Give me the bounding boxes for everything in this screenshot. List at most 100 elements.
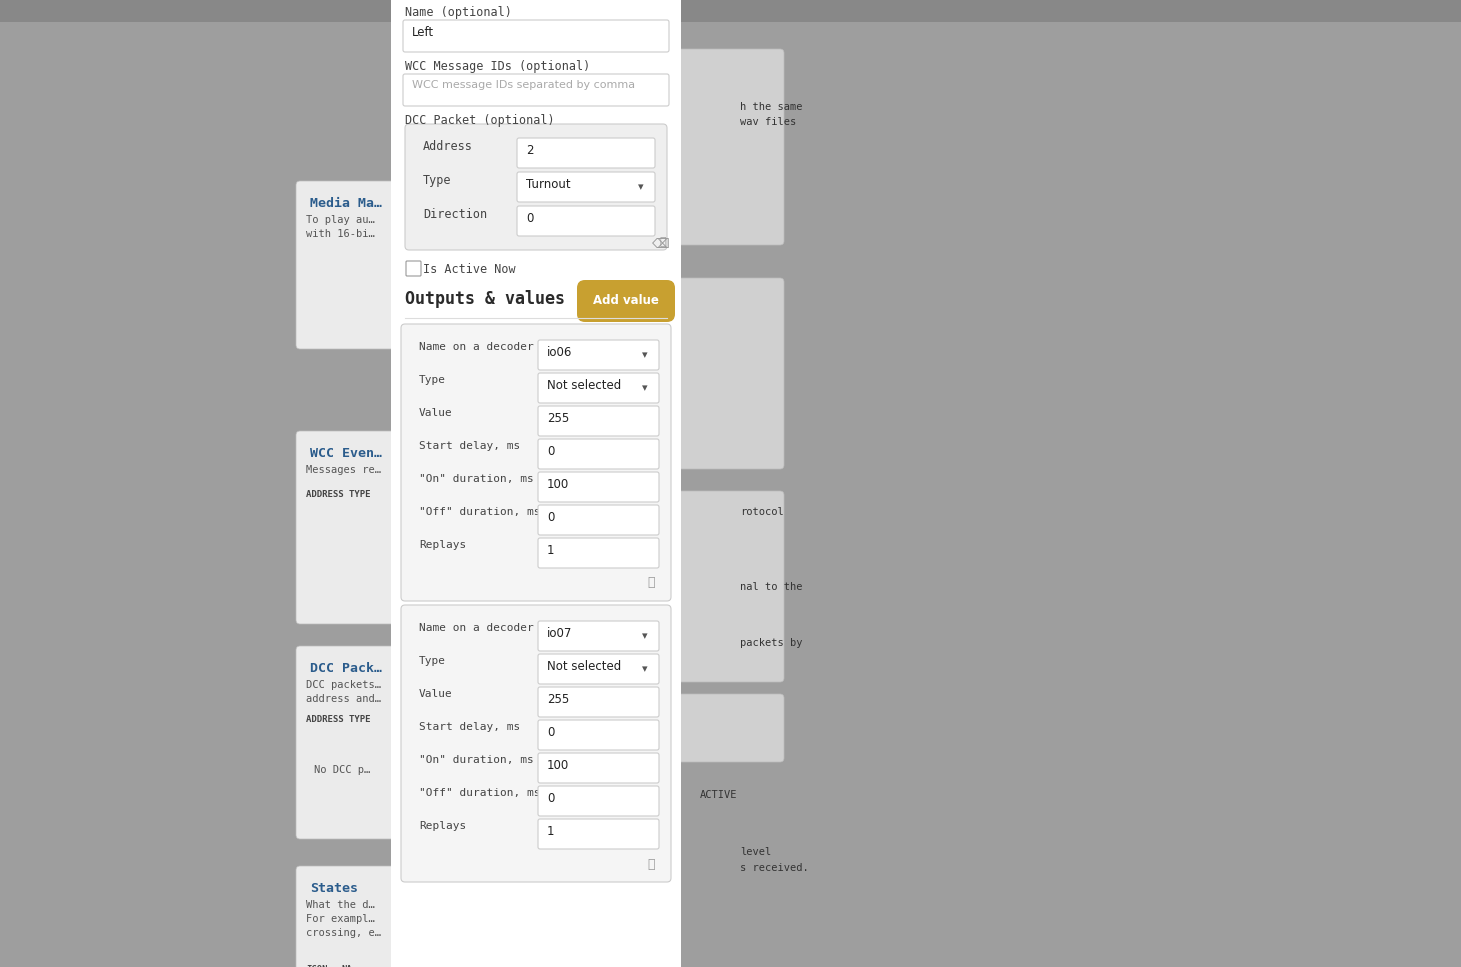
Text: io06: io06 <box>546 346 573 359</box>
Text: 2: 2 <box>526 144 533 157</box>
FancyBboxPatch shape <box>538 472 659 502</box>
Text: rotocol: rotocol <box>741 507 783 517</box>
FancyBboxPatch shape <box>538 819 659 849</box>
FancyBboxPatch shape <box>666 491 785 682</box>
FancyBboxPatch shape <box>538 538 659 568</box>
Text: 100: 100 <box>546 478 570 491</box>
Text: wav files: wav files <box>741 117 796 127</box>
FancyBboxPatch shape <box>405 124 668 250</box>
Text: 0: 0 <box>546 445 554 458</box>
Text: Direction: Direction <box>424 208 487 221</box>
FancyBboxPatch shape <box>297 866 476 967</box>
FancyBboxPatch shape <box>538 654 659 684</box>
Text: Not selected: Not selected <box>546 660 621 673</box>
FancyBboxPatch shape <box>538 753 659 783</box>
FancyBboxPatch shape <box>666 278 785 469</box>
Text: 🗑: 🗑 <box>647 576 655 590</box>
Text: s received.: s received. <box>741 863 809 873</box>
Text: Name on a decoder: Name on a decoder <box>419 342 533 352</box>
Text: h the same: h the same <box>741 102 802 112</box>
Text: ▾: ▾ <box>643 350 647 360</box>
FancyBboxPatch shape <box>577 280 675 322</box>
Text: ADDRESS TYPE: ADDRESS TYPE <box>305 715 371 724</box>
FancyBboxPatch shape <box>538 621 659 651</box>
Text: Media Ma…: Media Ma… <box>310 197 381 210</box>
Text: ADDRESS TYPE: ADDRESS TYPE <box>305 490 371 499</box>
Bar <box>0 0 1461 22</box>
FancyBboxPatch shape <box>403 74 669 106</box>
FancyBboxPatch shape <box>406 261 421 276</box>
Text: Value: Value <box>419 408 453 418</box>
Text: Address: Address <box>424 140 473 153</box>
Text: What the d…: What the d… <box>305 900 375 910</box>
Text: with 16-bi…: with 16-bi… <box>305 229 375 239</box>
Text: WCC Even…: WCC Even… <box>310 447 381 460</box>
Text: DCC Pack…: DCC Pack… <box>310 662 381 675</box>
FancyBboxPatch shape <box>538 406 659 436</box>
Text: 255: 255 <box>546 412 570 425</box>
Text: 0: 0 <box>526 212 533 225</box>
FancyBboxPatch shape <box>517 206 655 236</box>
Text: 🗑: 🗑 <box>659 237 666 247</box>
Text: DCC packets…: DCC packets… <box>305 680 381 690</box>
Text: ▾: ▾ <box>643 383 647 393</box>
Text: NA…: NA… <box>340 965 356 967</box>
Text: Add value: Add value <box>593 295 659 308</box>
Text: "Off" duration, ms: "Off" duration, ms <box>419 788 541 798</box>
Text: Not selected: Not selected <box>546 379 621 392</box>
Text: DCC Packet (optional): DCC Packet (optional) <box>405 114 555 127</box>
Text: Type: Type <box>419 656 446 666</box>
Bar <box>392 0 681 967</box>
Text: Value: Value <box>419 689 453 699</box>
Text: Name on a decoder: Name on a decoder <box>419 623 533 633</box>
FancyBboxPatch shape <box>538 340 659 370</box>
Text: Type: Type <box>424 174 451 187</box>
Text: "Off" duration, ms: "Off" duration, ms <box>419 507 541 517</box>
Text: 0: 0 <box>546 511 554 524</box>
Text: Messages re…: Messages re… <box>305 465 381 475</box>
FancyBboxPatch shape <box>297 646 476 839</box>
Text: Start delay, ms: Start delay, ms <box>419 722 520 732</box>
Text: address and…: address and… <box>305 694 381 704</box>
Text: crossing, e…: crossing, e… <box>305 928 381 938</box>
FancyBboxPatch shape <box>666 49 785 245</box>
Text: Type: Type <box>419 375 446 385</box>
Text: 1: 1 <box>546 544 555 557</box>
Text: 1: 1 <box>546 825 555 838</box>
Text: Name (optional): Name (optional) <box>405 6 511 19</box>
Text: Start delay, ms: Start delay, ms <box>419 441 520 451</box>
Text: Replays: Replays <box>419 540 466 550</box>
FancyBboxPatch shape <box>400 605 671 882</box>
Text: 100: 100 <box>546 759 570 772</box>
FancyBboxPatch shape <box>538 786 659 816</box>
FancyBboxPatch shape <box>538 720 659 750</box>
Text: WCC Message IDs (optional): WCC Message IDs (optional) <box>405 60 590 73</box>
Text: 0: 0 <box>546 792 554 805</box>
Text: "On" duration, ms: "On" duration, ms <box>419 755 533 765</box>
FancyBboxPatch shape <box>517 138 655 168</box>
Text: Left: Left <box>412 26 434 39</box>
Text: ICON: ICON <box>305 965 327 967</box>
FancyBboxPatch shape <box>538 687 659 717</box>
FancyBboxPatch shape <box>538 505 659 535</box>
FancyBboxPatch shape <box>297 431 476 624</box>
Text: No DCC p…: No DCC p… <box>314 765 370 775</box>
FancyBboxPatch shape <box>517 172 655 202</box>
Text: ▾: ▾ <box>643 664 647 674</box>
Text: ▾: ▾ <box>643 631 647 641</box>
Text: "On" duration, ms: "On" duration, ms <box>419 474 533 484</box>
Text: 0: 0 <box>546 726 554 739</box>
FancyBboxPatch shape <box>538 373 659 403</box>
Text: Is Active Now: Is Active Now <box>424 263 516 276</box>
FancyBboxPatch shape <box>538 439 659 469</box>
FancyBboxPatch shape <box>666 694 785 762</box>
Text: Outputs & values: Outputs & values <box>405 290 565 308</box>
Text: 🗑: 🗑 <box>647 858 655 870</box>
FancyBboxPatch shape <box>297 181 476 349</box>
Text: io07: io07 <box>546 627 573 640</box>
Text: Turnout: Turnout <box>526 178 571 191</box>
Text: 255: 255 <box>546 693 570 706</box>
Text: ACTIVE: ACTIVE <box>700 790 738 800</box>
Text: To play au…: To play au… <box>305 215 375 225</box>
Text: ⌫: ⌫ <box>652 238 669 250</box>
